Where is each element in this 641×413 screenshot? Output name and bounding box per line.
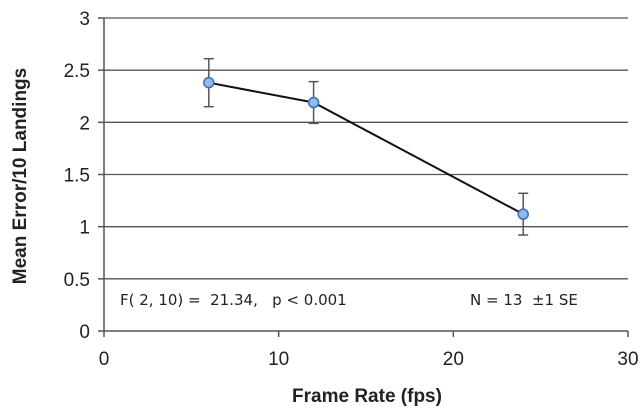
data-point [203, 76, 215, 89]
x-axis-title: Frame Rate (fps) [292, 386, 442, 407]
data-point [307, 96, 320, 109]
x-tick-label: 0 [99, 349, 110, 370]
y-tick-label: 0.5 [64, 270, 90, 291]
x-tick-label: 30 [617, 349, 638, 370]
series-layer [203, 57, 529, 236]
y-tick-label: 1 [79, 218, 90, 239]
y-axis-title: Mean Error/10 Landings [10, 68, 31, 284]
y-tick-label: 2.5 [64, 61, 90, 82]
y-tick-labels: 0 0.5 1 1.5 2 2.5 3 [64, 9, 104, 343]
n-annotation: N = 13 ±1 SE [470, 291, 578, 309]
x-tick-labels: 0 10 20 30 [99, 331, 639, 370]
y-tick-label: 2 [79, 113, 90, 134]
y-tick-label: 1.5 [64, 166, 90, 187]
x-tick-label: 10 [268, 349, 289, 370]
gridlines [104, 17, 628, 280]
series-line [208, 81, 524, 216]
data-point [517, 208, 529, 220]
x-tick-label: 20 [443, 349, 464, 370]
stat-annotation: F( 2, 10) = 21.34, p < 0.001 [120, 291, 347, 309]
y-tick-label: 3 [79, 9, 90, 30]
y-tick-label: 0 [79, 322, 90, 343]
